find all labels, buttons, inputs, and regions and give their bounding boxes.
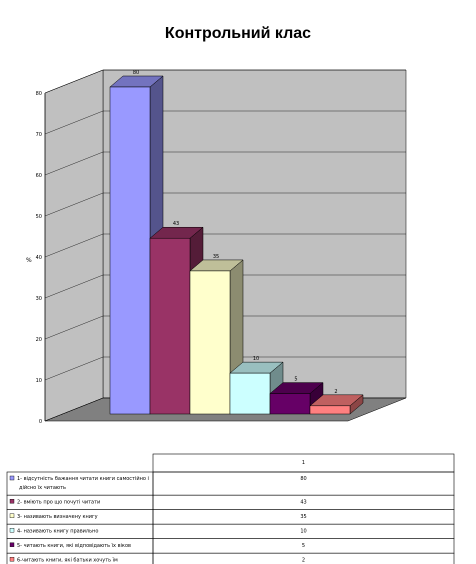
bar-front bbox=[269, 393, 311, 415]
data-label: 35 bbox=[213, 254, 219, 260]
gridline bbox=[44, 151, 406, 176]
y-tick-label: 0 bbox=[39, 419, 42, 425]
legend-swatch bbox=[9, 557, 15, 562]
gridline bbox=[44, 192, 406, 217]
value-label: 35 bbox=[300, 514, 306, 520]
bars: 80 43 35 10 5 2 bbox=[109, 70, 364, 415]
legend-swatch bbox=[9, 528, 15, 533]
y-axis-label: % bbox=[26, 257, 32, 264]
category-label: 6-читають книги, які батьки хочуть їм bbox=[17, 558, 118, 564]
y-tick-label: 50 bbox=[36, 214, 42, 220]
y-tick-label: 20 bbox=[36, 337, 42, 343]
series-header: 1 bbox=[302, 460, 305, 466]
chart-title: Контрольний клас bbox=[165, 25, 311, 42]
bar-front bbox=[189, 270, 231, 415]
y-tick-label: 80 bbox=[36, 91, 42, 97]
legend-swatch bbox=[9, 499, 15, 504]
legend-swatch bbox=[9, 475, 15, 481]
gridline bbox=[44, 356, 406, 381]
table-row: 4- називають книгу правильно 10 bbox=[6, 523, 455, 540]
legend-swatch bbox=[9, 542, 15, 547]
table-row: 3- називають визначену книгу 35 bbox=[6, 509, 455, 525]
category-label: 1- відсутність бажання читати книги само… bbox=[17, 475, 149, 491]
y-tick-label: 40 bbox=[36, 255, 42, 261]
data-label: 10 bbox=[253, 356, 259, 362]
value-label: 10 bbox=[300, 529, 306, 535]
value-label: 5 bbox=[302, 543, 305, 549]
value-label: 43 bbox=[300, 500, 306, 506]
y-tick-label: 30 bbox=[36, 296, 42, 302]
gridline bbox=[44, 69, 406, 94]
gridline bbox=[44, 315, 406, 340]
category-label: 5- читають книги, які відповідають їх ві… bbox=[17, 543, 131, 549]
category-label: 3- називають визначену книгу bbox=[17, 514, 98, 520]
y-tick-label: 70 bbox=[36, 132, 42, 138]
value-label: 80 bbox=[300, 476, 306, 482]
table-row: 5- читають книги, які відповідають їх ві… bbox=[6, 538, 455, 554]
category-label: 2- вміють про що почуті читати bbox=[17, 500, 100, 506]
data-label: 5 bbox=[294, 377, 297, 383]
bar-front bbox=[109, 86, 151, 415]
gridline bbox=[44, 233, 406, 258]
data-label: 80 bbox=[133, 70, 139, 76]
bar-front bbox=[229, 372, 271, 415]
bar-5: 5 bbox=[269, 377, 324, 415]
gridline bbox=[44, 110, 406, 135]
data-label: 2 bbox=[334, 389, 337, 395]
bar-front bbox=[309, 405, 351, 415]
y-tick-label: 60 bbox=[36, 173, 42, 179]
data-table: 1 1- відсутність бажання читати книги сам… bbox=[6, 453, 455, 564]
category-label: 4- називають книгу правильно bbox=[17, 529, 98, 535]
value-label: 2 bbox=[302, 558, 305, 564]
table-row: 1- відсутність бажання читати книги само… bbox=[6, 471, 455, 496]
bar-6: 2 bbox=[309, 389, 364, 415]
y-axis: 0 10 20 30 40 50 60 70 80 bbox=[36, 91, 46, 425]
bar-front bbox=[149, 237, 191, 415]
y-tick-label: 10 bbox=[36, 378, 42, 384]
legend-swatch bbox=[9, 513, 15, 518]
gridlines bbox=[44, 69, 406, 422]
data-label: 43 bbox=[173, 221, 179, 227]
value-cell bbox=[152, 552, 455, 564]
gridline bbox=[44, 274, 406, 299]
table-row: 2- вміють про що почуті читати 43 bbox=[6, 494, 455, 511]
table-row: 6-читають книги, які батьки хочуть їм 2 bbox=[6, 552, 455, 564]
